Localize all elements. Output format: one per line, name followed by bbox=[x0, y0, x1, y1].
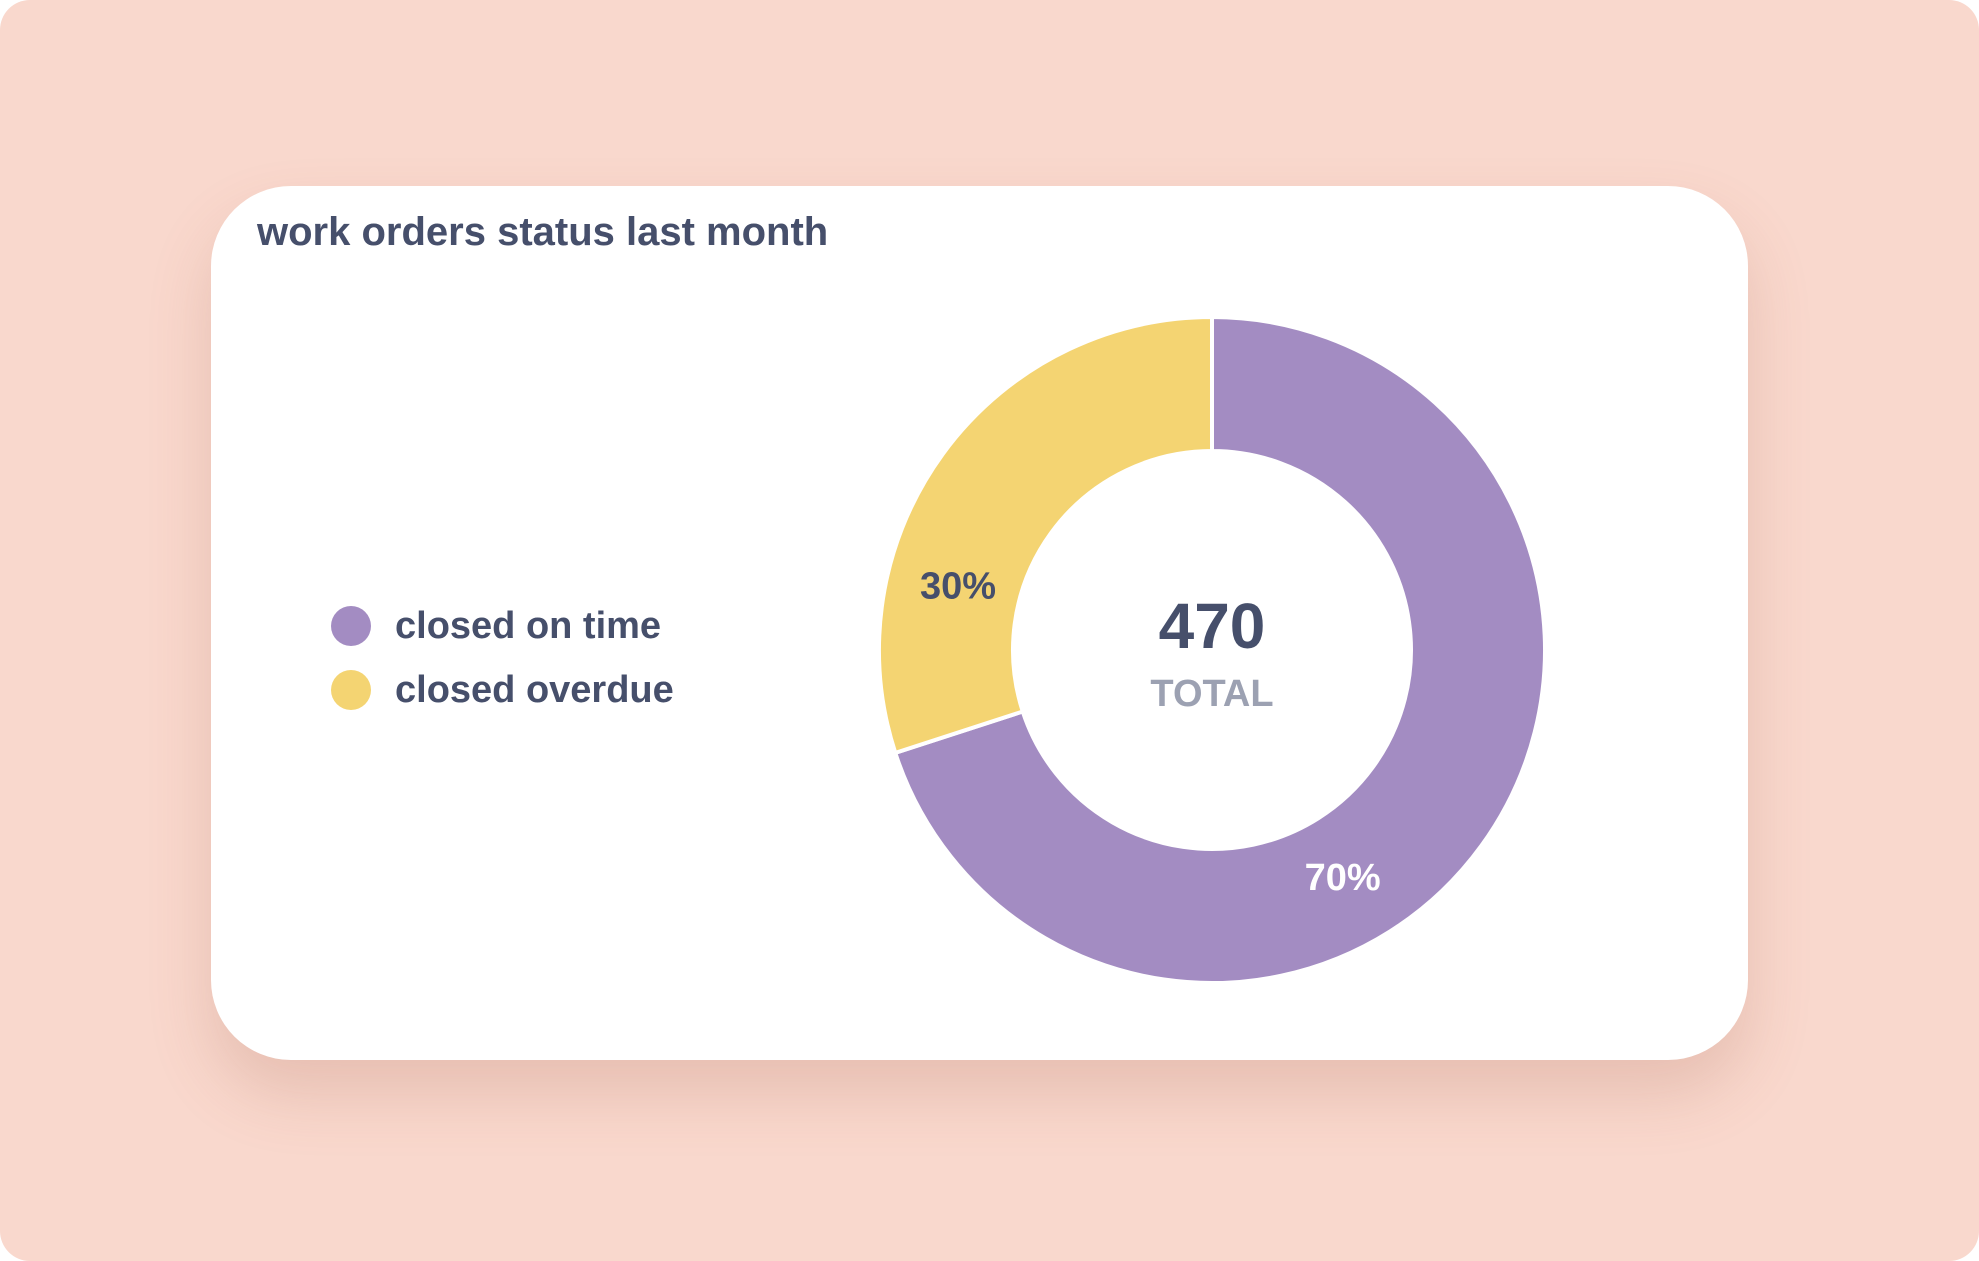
donut-slice-labels: 70% 30% bbox=[920, 566, 1381, 899]
donut-center-value: 470 bbox=[1159, 590, 1266, 662]
donut-slice-label-closed-overdue: 30% bbox=[920, 566, 996, 608]
legend-swatch-closed-overdue bbox=[331, 670, 371, 710]
donut-chart: 70% 30% 470 TOTAL bbox=[877, 314, 1547, 985]
legend-item-closed-overdue: closed overdue bbox=[331, 658, 674, 722]
donut-slice-closed-on-time bbox=[892, 314, 1547, 985]
donut-slice-label-closed-on-time: 70% bbox=[1305, 857, 1381, 899]
legend-swatch-closed-on-time bbox=[331, 606, 371, 646]
chart-legend: closed on time closed overdue bbox=[331, 594, 674, 722]
donut-slice-closed-overdue bbox=[877, 314, 1214, 756]
legend-label-closed-overdue: closed overdue bbox=[395, 668, 674, 711]
legend-label-closed-on-time: closed on time bbox=[395, 604, 662, 647]
chart-card: work orders status last month closed on … bbox=[211, 186, 1748, 1060]
legend-item-closed-on-time: closed on time bbox=[331, 594, 674, 658]
card-title: work orders status last month bbox=[257, 210, 829, 254]
donut-center-caption: TOTAL bbox=[1150, 673, 1273, 715]
donut-slices bbox=[877, 314, 1547, 985]
